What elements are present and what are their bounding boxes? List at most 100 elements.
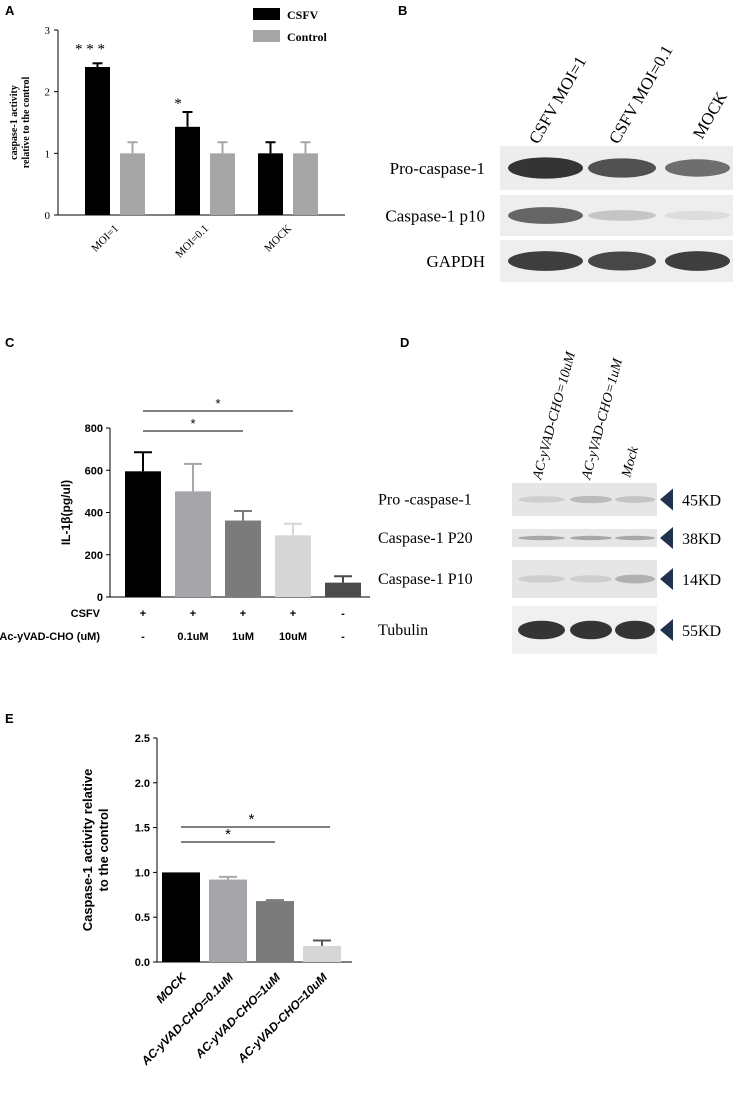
bar-a-control xyxy=(120,153,145,215)
significance-star-c: * xyxy=(215,396,220,411)
y-tick-label-e: 0.0 xyxy=(135,957,150,969)
y-tick-label-e: 2.0 xyxy=(135,778,150,790)
band-b xyxy=(588,210,656,221)
x-tick-label-a: MOI=1 xyxy=(89,223,121,255)
x-tick-label-e: MOCK xyxy=(153,969,190,1006)
y-tick-label-c: 600 xyxy=(85,465,103,477)
band-d xyxy=(518,535,565,541)
bar-a-control xyxy=(293,153,318,215)
y-tick-label-c: 200 xyxy=(85,550,103,562)
chart-e: 0.0 0.5 1.0 1.5 2.0 2.5 Caspase-1 activity rel… xyxy=(80,733,352,1069)
bar-e xyxy=(303,945,341,962)
blot-row-label-d: Pro -caspase-1 xyxy=(378,492,472,509)
band-d xyxy=(615,496,655,503)
blot-lane-label-d: AC-yVAD-CHO=1uM xyxy=(579,356,626,482)
blot-row-label-d: Caspase-1 P10 xyxy=(378,571,473,588)
y-tick-label-a: 0 xyxy=(45,210,51,222)
marker-arrow-icon xyxy=(660,568,673,590)
y-axis-label-line: Caspase-1 activity relative xyxy=(80,769,95,932)
y-axis-label-line: to the control xyxy=(96,808,111,891)
x-tick-label-a: MOI=0.1 xyxy=(173,223,211,261)
chart-a: 0 1 2 3 caspase-1 activityrelative to the co… xyxy=(9,8,345,260)
significance-star-c: * xyxy=(190,416,195,431)
marker-arrow-icon xyxy=(660,619,673,641)
blot-row-label-d: Caspase-1 P20 xyxy=(378,530,473,547)
y-tick-label-c: 800 xyxy=(85,423,103,435)
y-tick-label-a: 1 xyxy=(45,148,51,160)
blot-lane-label-d: Mock xyxy=(619,444,642,480)
band-b xyxy=(508,251,583,271)
x-tick-label-e: AC-yVAD-CHO=1uM xyxy=(192,970,284,1062)
row-label-inhibitor-c: Ac-yVAD-CHO (uM) xyxy=(0,631,100,643)
western-blot-b: Pro-caspase-1 Caspase-1 p10 GAPDH CSFV MOI=… xyxy=(385,42,733,282)
band-b xyxy=(588,158,656,178)
band-d xyxy=(518,620,565,640)
bar-c xyxy=(125,471,161,597)
panel-label-e: E xyxy=(5,711,14,726)
band-b xyxy=(508,157,583,179)
inhibitor-row-value-c: - xyxy=(341,631,345,643)
panel-label-b: B xyxy=(398,3,407,18)
y-tick-label-a: 3 xyxy=(45,25,51,37)
band-d xyxy=(518,575,565,583)
band-b xyxy=(665,210,730,221)
band-d xyxy=(518,496,565,503)
x-tick-label-a: MOCK xyxy=(262,223,294,255)
blot-lane-label-b: MOCK xyxy=(689,88,731,142)
csfv-row-value-c: + xyxy=(290,608,296,620)
y-tick-label-e: 0.5 xyxy=(135,912,150,924)
y-axis-label-a: caspase-1 activityrelative to the contro… xyxy=(9,77,32,169)
y-axis-label-e: Caspase-1 activity relativeto the contro… xyxy=(80,769,111,932)
x-tick-label-e: AC-yVAD-CHO=10uM xyxy=(234,970,331,1067)
band-d xyxy=(570,575,612,583)
y-tick-label-e: 1.0 xyxy=(135,867,150,879)
y-tick-label-c: 0 xyxy=(97,592,103,604)
bar-c xyxy=(225,520,261,597)
marker-size-label-d: 55KD xyxy=(682,623,721,640)
bar-a-control xyxy=(210,153,235,215)
legend-label-a: CSFV xyxy=(287,8,319,22)
band-b xyxy=(665,251,730,271)
blot-lane-label-d: AC-yVAD-CHO=10uM xyxy=(530,349,579,482)
bar-c xyxy=(275,535,311,597)
x-tick-label-e: AC-yVAD-CHO=0.1uM xyxy=(138,970,237,1069)
blot-lane-label-b: CSFV MOI=0.1 xyxy=(605,42,677,147)
csfv-row-value-c: - xyxy=(341,608,345,620)
bar-a-csfv xyxy=(258,153,283,215)
band-d xyxy=(570,495,612,504)
y-tick-label-e: 1.5 xyxy=(135,823,150,835)
band-d xyxy=(615,620,655,640)
blot-row-label-b: Pro-caspase-1 xyxy=(390,159,485,178)
band-b xyxy=(588,251,656,271)
inhibitor-row-value-c: 1uM xyxy=(232,631,254,643)
csfv-row-value-c: + xyxy=(190,608,196,620)
significance-a-moi01: * xyxy=(174,96,182,112)
bar-e xyxy=(162,872,200,962)
significance-a-moi1: * * * xyxy=(75,41,105,57)
legend-swatch-a xyxy=(253,8,280,20)
blot-row-label-d: Tubulin xyxy=(378,622,428,639)
csfv-row-value-c: + xyxy=(240,608,246,620)
inhibitor-row-value-c: 10uM xyxy=(279,631,307,643)
marker-arrow-icon xyxy=(660,488,673,511)
band-d xyxy=(615,574,655,584)
western-blot-d: Pro -caspase-1 45KD Caspase-1 P20 38KD Caspa… xyxy=(378,349,721,654)
csfv-row-value-c: + xyxy=(140,608,146,620)
blot-row-label-b: Caspase-1 p10 xyxy=(385,207,485,226)
blot-lane-label-b: CSFV MOI=1 xyxy=(525,53,590,147)
row-label-csfv-c: CSFV xyxy=(71,608,101,620)
band-b xyxy=(508,207,583,224)
bar-c xyxy=(325,582,361,597)
band-b xyxy=(665,159,730,177)
chart-c: 0 200 400 600 800 IL-1β(pg/ul) + - +0.1uM +1uM +10… xyxy=(0,396,370,643)
y-tick-label-e: 2.5 xyxy=(135,733,150,745)
band-d xyxy=(615,535,655,541)
significance-star-e: * xyxy=(225,826,231,843)
marker-size-label-d: 14KD xyxy=(682,572,721,589)
marker-size-label-d: 45KD xyxy=(682,493,721,510)
inhibitor-row-value-c: - xyxy=(141,631,145,643)
panel-label-c: C xyxy=(5,335,15,350)
bar-a-csfv xyxy=(85,67,110,215)
